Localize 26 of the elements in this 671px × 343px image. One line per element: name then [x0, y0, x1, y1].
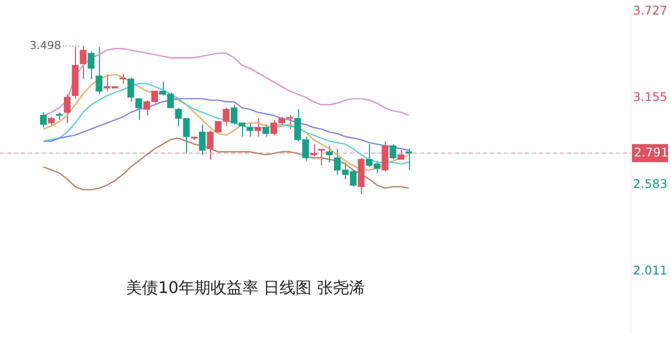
candlestick [398, 150, 404, 160]
candlestick [40, 112, 47, 128]
candlestick [198, 124, 206, 156]
annotation: 3.498 [30, 38, 62, 52]
candlestick [135, 98, 142, 120]
y-tick-label: 3.155 [633, 90, 668, 104]
ref-line-label: 2.791 [634, 145, 668, 160]
candlestick [390, 144, 396, 160]
candlestick [64, 94, 71, 124]
y-tick-label: 2.011 [633, 264, 668, 278]
candlestick [96, 46, 102, 95]
candlestick [318, 148, 325, 166]
candlestick [48, 116, 55, 126]
y-tick-label: 3.727 [633, 3, 668, 18]
candlestick [120, 74, 126, 84]
y-tick-label: 2.583 [633, 176, 668, 191]
candlestick [246, 122, 254, 138]
candlestick [406, 148, 412, 170]
candlestick [80, 45, 86, 80]
candlestick [262, 124, 270, 138]
candlestick [326, 145, 333, 163]
candlestick [310, 144, 317, 157]
candlestick [88, 51, 94, 80]
candlestick [254, 118, 262, 138]
annotation: 美债10年期收益率 日线图 张尧浠 [126, 278, 365, 297]
candlestick [127, 76, 134, 102]
